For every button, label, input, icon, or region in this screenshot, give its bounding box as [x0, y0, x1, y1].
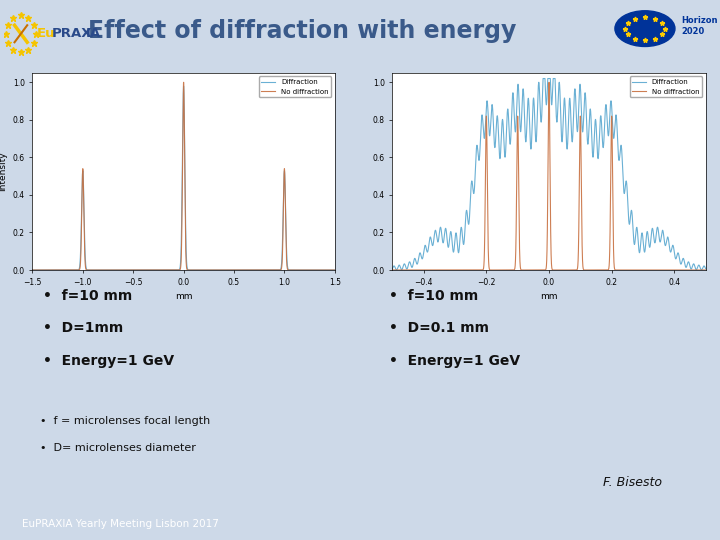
- Diffraction: [221, 267, 230, 273]
- Diffraction: [398, 266, 407, 272]
- Diffraction: [330, 267, 339, 273]
- Diffraction: [463, 214, 472, 220]
- Text: •  Energy=1 GeV: • Energy=1 GeV: [389, 354, 520, 368]
- Diffraction: [291, 267, 300, 273]
- Diffraction: [422, 247, 431, 253]
- No diffraction: [291, 267, 300, 273]
- Line: No diffraction: No diffraction: [32, 82, 335, 270]
- Text: EuPRAXIA Yearly Meeting Lisbon 2017: EuPRAXIA Yearly Meeting Lisbon 2017: [22, 519, 218, 529]
- Line: Diffraction: Diffraction: [392, 78, 706, 270]
- Diffraction: [326, 267, 335, 273]
- Text: •  D= microlenses diameter: • D= microlenses diameter: [40, 443, 195, 453]
- X-axis label: mm: mm: [540, 292, 558, 301]
- Circle shape: [615, 11, 675, 46]
- No diffraction: [398, 267, 407, 273]
- Diffraction: [164, 267, 173, 273]
- Diffraction: [300, 267, 308, 273]
- Diffraction: [539, 75, 547, 82]
- Legend: Diffraction, No diffraction: Diffraction, No diffraction: [258, 76, 331, 97]
- No diffraction: [300, 267, 308, 273]
- Text: •  f=10 mm: • f=10 mm: [389, 289, 478, 303]
- No diffraction: [221, 267, 230, 273]
- No diffraction: [326, 267, 335, 273]
- Text: Eu: Eu: [37, 26, 55, 39]
- Text: •  Energy=1 GeV: • Energy=1 GeV: [43, 354, 174, 368]
- Diffraction: [179, 83, 188, 89]
- Text: F. Bisesto: F. Bisesto: [603, 476, 662, 489]
- Text: Effect of diffraction with energy: Effect of diffraction with energy: [89, 19, 516, 43]
- No diffraction: [28, 267, 37, 273]
- No diffraction: [330, 267, 339, 273]
- No diffraction: [422, 267, 431, 273]
- No diffraction: [179, 79, 188, 85]
- Text: •  D=0.1 mm: • D=0.1 mm: [389, 321, 489, 335]
- No diffraction: [164, 267, 173, 273]
- Text: PRAX: PRAX: [52, 26, 92, 39]
- Line: No diffraction: No diffraction: [392, 82, 706, 270]
- Diffraction: [701, 266, 710, 272]
- Y-axis label: Intensity: Intensity: [0, 152, 7, 191]
- Legend: Diffraction, No diffraction: Diffraction, No diffraction: [629, 76, 702, 97]
- Line: Diffraction: Diffraction: [32, 86, 335, 270]
- Text: •  D=1mm: • D=1mm: [43, 321, 123, 335]
- No diffraction: [554, 267, 562, 273]
- Diffraction: [554, 98, 562, 105]
- Text: •  f = microlenses focal length: • f = microlenses focal length: [40, 416, 210, 426]
- No diffraction: [463, 267, 472, 273]
- No diffraction: [544, 79, 553, 85]
- Text: Horizon: Horizon: [681, 16, 718, 25]
- X-axis label: mm: mm: [175, 292, 192, 301]
- Diffraction: [456, 224, 465, 231]
- Diffraction: [392, 267, 401, 273]
- Diffraction: [28, 267, 37, 273]
- No diffraction: [701, 267, 710, 273]
- No diffraction: [660, 267, 668, 273]
- No diffraction: [330, 267, 338, 273]
- Diffraction: [388, 266, 397, 272]
- Text: •  f=10 mm: • f=10 mm: [43, 289, 132, 303]
- Diffraction: [660, 234, 668, 241]
- Text: IA: IA: [86, 26, 101, 39]
- No diffraction: [388, 267, 397, 273]
- Diffraction: [330, 267, 338, 273]
- No diffraction: [456, 267, 465, 273]
- Text: 2020: 2020: [681, 27, 705, 36]
